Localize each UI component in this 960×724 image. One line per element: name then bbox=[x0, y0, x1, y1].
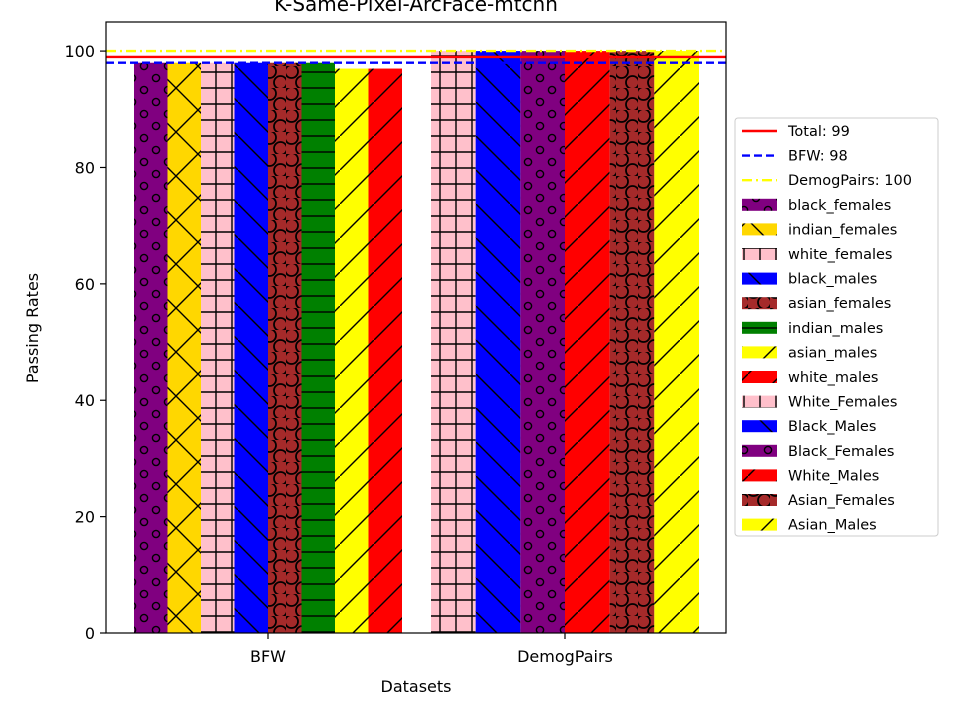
legend-label: Asian_Males bbox=[788, 518, 877, 534]
bar-black-females bbox=[520, 51, 565, 633]
y-tick-label: 100 bbox=[64, 42, 95, 61]
bar-indian-males bbox=[301, 62, 335, 633]
x-axis-label: Datasets bbox=[381, 677, 452, 696]
legend-label: white_females bbox=[788, 247, 892, 263]
y-axis-label: Passing Rates bbox=[23, 273, 42, 383]
bar-black-males bbox=[234, 62, 268, 633]
y-tick-label: 80 bbox=[75, 158, 95, 177]
legend-swatch-white-males bbox=[742, 371, 777, 383]
legend-label: black_females bbox=[788, 198, 891, 214]
legend-label: Black_Females bbox=[788, 444, 894, 460]
chart-title: K-Same-Pixel-ArcFace-mtcnn bbox=[274, 0, 558, 16]
legend-swatch-indian-females bbox=[742, 223, 777, 236]
legend-label: Asian_Females bbox=[788, 493, 895, 509]
legend-swatch-indian-males bbox=[742, 321, 777, 334]
legend: Total: 99 BFW: 98 DemogPairs: 100 black_fem… bbox=[734, 117, 939, 537]
x-tick-label-demogpairs: DemogPairs bbox=[517, 647, 613, 666]
bar-white-males bbox=[368, 68, 402, 633]
y-tick-label: 0 bbox=[85, 624, 95, 643]
bar-asian-males bbox=[335, 68, 369, 633]
legend-label: indian_females bbox=[788, 222, 897, 238]
bar-white-females bbox=[431, 51, 476, 633]
legend-label: asian_females bbox=[788, 296, 891, 312]
plot-frame bbox=[105, 21, 727, 634]
legend-swatch-white-females bbox=[742, 395, 777, 408]
x-tick-label-bfw: BFW bbox=[250, 647, 286, 666]
legend-swatch-asian-females bbox=[742, 494, 777, 506]
bar-indian-females bbox=[167, 62, 201, 633]
legend-label: BFW: 98 bbox=[788, 149, 848, 165]
legend-label: Black_Males bbox=[788, 419, 876, 435]
legend-swatch-asian-males bbox=[742, 518, 777, 531]
legend-box bbox=[734, 117, 939, 537]
legend-label: White_Females bbox=[788, 395, 897, 411]
legend-swatch-black-females bbox=[742, 198, 777, 211]
legend-label: black_males bbox=[788, 272, 877, 288]
legend-swatch-black-males bbox=[742, 420, 777, 433]
bar-white-females bbox=[201, 62, 235, 633]
bar-asian-females bbox=[268, 62, 302, 633]
legend-swatch-black-males bbox=[742, 272, 777, 285]
legend-label: white_males bbox=[788, 370, 878, 386]
bar-asian-males bbox=[654, 51, 699, 633]
y-tick-label: 40 bbox=[75, 391, 95, 410]
y-tick-label: 60 bbox=[75, 275, 95, 294]
legend-swatch-asian-males bbox=[742, 346, 777, 359]
bar-black-females bbox=[134, 62, 168, 633]
legend-swatch-black-females bbox=[742, 444, 777, 457]
legend-label: asian_males bbox=[788, 345, 877, 361]
legend-label: White_Males bbox=[788, 468, 879, 484]
legend-swatch-white-females bbox=[742, 248, 777, 260]
legend-label: DemogPairs: 100 bbox=[788, 173, 912, 189]
legend-label: indian_males bbox=[788, 321, 883, 337]
legend-swatch-white-males bbox=[742, 469, 777, 482]
legend-swatch-asian-females bbox=[742, 297, 777, 310]
legend-label: Total: 99 bbox=[787, 124, 850, 140]
bar-asian-females bbox=[609, 51, 655, 633]
bar-black-males bbox=[475, 51, 521, 633]
bar-white-males bbox=[565, 51, 610, 633]
y-tick-label: 20 bbox=[75, 508, 95, 527]
